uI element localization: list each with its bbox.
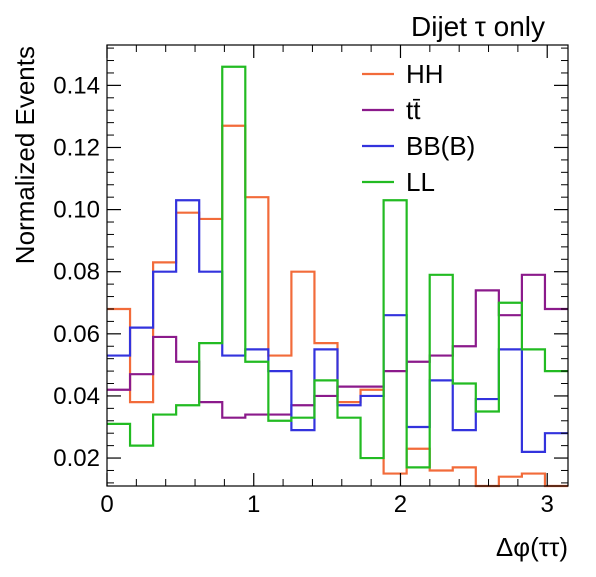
y-tick-label: 0.08 (53, 259, 100, 286)
series-line-3 (107, 65, 568, 469)
series-layer (107, 65, 568, 488)
legend-label-0: HH (406, 59, 444, 89)
y-tick-label: 0.06 (53, 321, 100, 348)
series-line-2 (107, 199, 568, 453)
x-tick-label: 2 (394, 491, 407, 518)
y-tick-label: 0.04 (53, 383, 100, 410)
y-axis-label: Normalized Events (10, 46, 40, 264)
legend-label-2: BB(B) (406, 131, 475, 161)
y-tick-label: 0.10 (53, 197, 100, 224)
x-axis-label: Δφ(ττ) (496, 532, 568, 562)
x-tick-label: 3 (541, 491, 554, 518)
y-tick-label: 0.02 (53, 445, 100, 472)
x-tick-label: 1 (247, 491, 260, 518)
axes: 0 1 2 3 0.02 0.04 0.06 0.08 0.10 0.12 0.14 (53, 45, 568, 518)
plot-frame (106, 44, 569, 487)
plot-frame-rect (106, 44, 569, 487)
legend: HH tt̄ BB(B) LL (362, 59, 475, 197)
y-tick-label: 0.12 (53, 134, 100, 161)
legend-label-3: LL (406, 167, 435, 197)
legend-label-1: tt̄ (406, 95, 421, 125)
y-tick-label: 0.14 (53, 72, 100, 99)
chart-title: Dijet τ only (411, 11, 545, 42)
x-tick-label: 0 (100, 491, 113, 518)
